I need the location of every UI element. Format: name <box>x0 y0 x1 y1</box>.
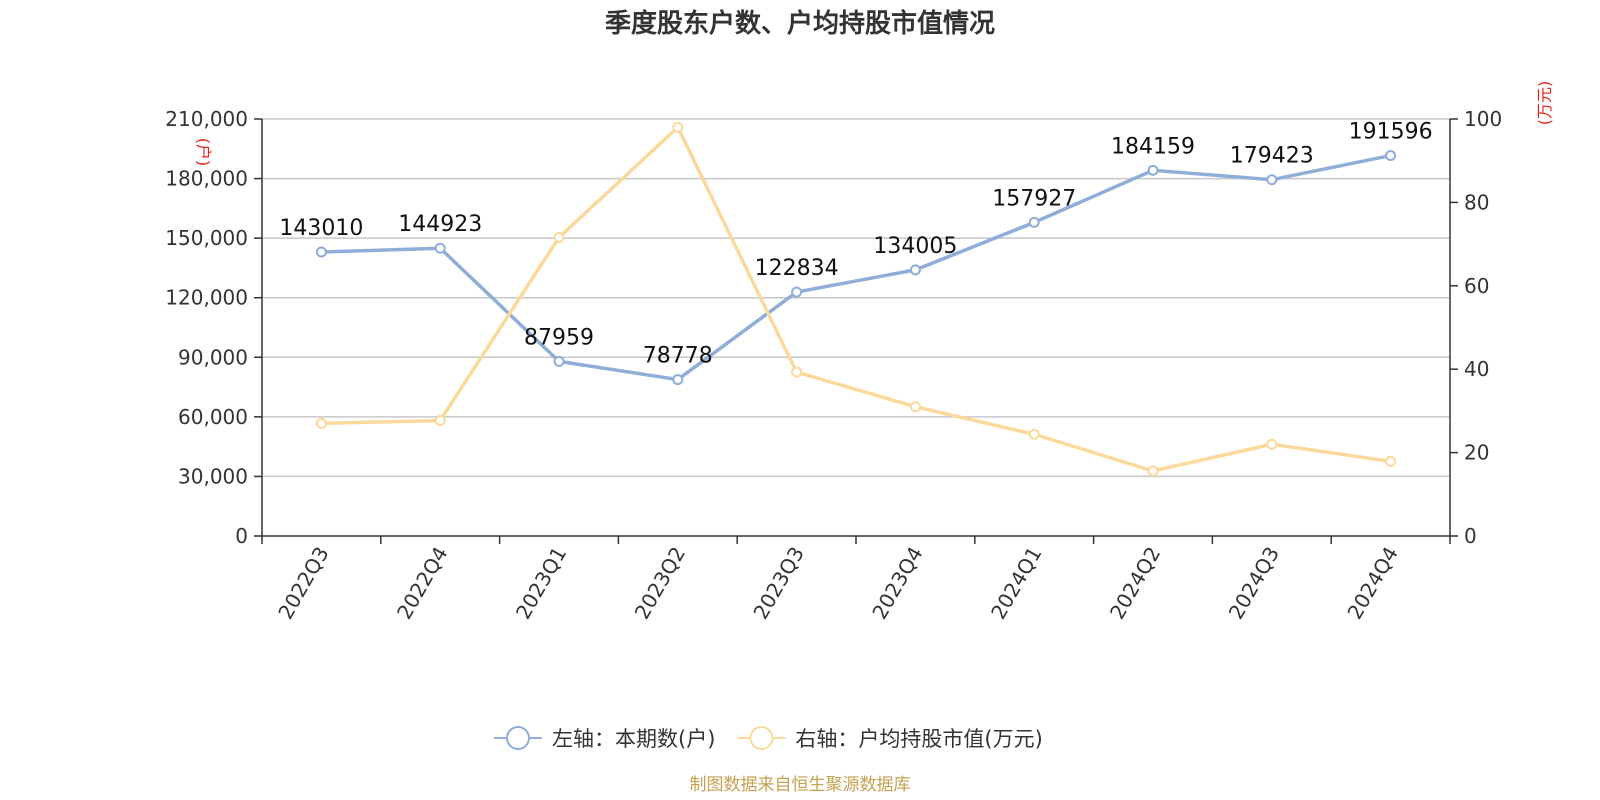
series-point-0 <box>553 355 565 367</box>
series-point-0 <box>909 264 921 276</box>
series-line-1 <box>321 125 1391 473</box>
series-point-0 <box>1385 150 1397 162</box>
right-tick-label: 60 <box>1464 274 1489 298</box>
x-tick-label: 2022Q3 <box>273 543 333 624</box>
legend-entry-1: 右轴：户均持股市值(万元) <box>795 727 1042 751</box>
series <box>315 121 1397 477</box>
left-tick-label: 60,000 <box>178 405 248 429</box>
left-tick-label: 120,000 <box>165 286 248 310</box>
data-label: 144923 <box>398 212 482 237</box>
x-tick-label: 2024Q1 <box>986 543 1046 624</box>
x-tick-label: 2024Q4 <box>1342 543 1402 624</box>
right-axis-unit: (万元) <box>1535 81 1554 126</box>
series-point-0 <box>434 242 446 254</box>
right-tick-label: 40 <box>1464 357 1489 381</box>
right-tick-label: 100 <box>1464 107 1502 131</box>
x-tick-label: 2024Q2 <box>1105 543 1165 624</box>
left-tick-label: 180,000 <box>165 167 248 191</box>
left-tick-label: 0 <box>235 524 248 548</box>
right-tick-label: 0 <box>1464 524 1477 548</box>
data-label: 191596 <box>1349 120 1433 145</box>
series-line-0 <box>321 153 1391 382</box>
series-point-0 <box>315 246 327 258</box>
x-tick-label: 2023Q4 <box>867 543 927 624</box>
left-tick-label: 30,000 <box>178 464 248 488</box>
legend-marker-1 <box>749 726 774 750</box>
data-label: 87959 <box>524 325 594 350</box>
x-tick-label: 2023Q3 <box>748 543 808 624</box>
data-label: 157927 <box>992 186 1076 211</box>
grid <box>262 118 1450 478</box>
series-point-1 <box>791 366 803 378</box>
series-point-1 <box>1147 465 1159 477</box>
series-point-1 <box>434 414 446 426</box>
series-point-1 <box>909 401 921 413</box>
x-tick-label: 2024Q3 <box>1224 543 1284 624</box>
series-point-1 <box>1266 438 1278 450</box>
legend-entry-0: 左轴：本期数(户) <box>552 727 715 751</box>
series-point-1 <box>553 231 565 243</box>
series-point-0 <box>1266 174 1278 186</box>
left-tick-label: 90,000 <box>178 345 248 369</box>
data-label: 122834 <box>755 256 839 281</box>
left-tick-label: 210,000 <box>165 107 248 131</box>
data-label: 179423 <box>1230 144 1314 169</box>
right-tick-label: 20 <box>1464 441 1489 465</box>
x-tick-label: 2022Q4 <box>392 543 452 624</box>
data-label: 143010 <box>279 216 363 241</box>
data-label: 78778 <box>643 344 713 369</box>
data-label: 134005 <box>873 234 957 259</box>
chart-title: 季度股东户数、户均持股市值情况 <box>605 8 995 39</box>
series-point-0 <box>1028 216 1040 228</box>
source-note: 制图数据来自恒生聚源数据库 <box>690 775 911 795</box>
legend: 左轴：本期数(户) 右轴：户均持股市值(万元) <box>494 726 1043 751</box>
x-tick-label: 2023Q1 <box>511 543 571 624</box>
legend-marker-0 <box>506 726 530 750</box>
series-point-0 <box>1147 164 1159 176</box>
series-point-1 <box>1028 428 1040 440</box>
left-tick-label: 150,000 <box>165 226 248 250</box>
series-point-1 <box>315 417 327 429</box>
series-point-1 <box>1385 455 1397 467</box>
data-labels: 143010 144923 87959 78778 122834 134005 157927… <box>279 120 1432 369</box>
series-point-0 <box>672 374 684 386</box>
series-point-0 <box>791 286 803 298</box>
x-tick-label: 2023Q2 <box>630 543 690 624</box>
axes: 0 30,000 60,000 90,000 120,000 150,000 180,000… <box>165 81 1554 623</box>
data-label: 184159 <box>1111 134 1195 159</box>
series-point-1 <box>672 121 684 133</box>
right-tick-label: 80 <box>1464 190 1489 214</box>
left-axis-unit: (户) <box>194 138 213 167</box>
